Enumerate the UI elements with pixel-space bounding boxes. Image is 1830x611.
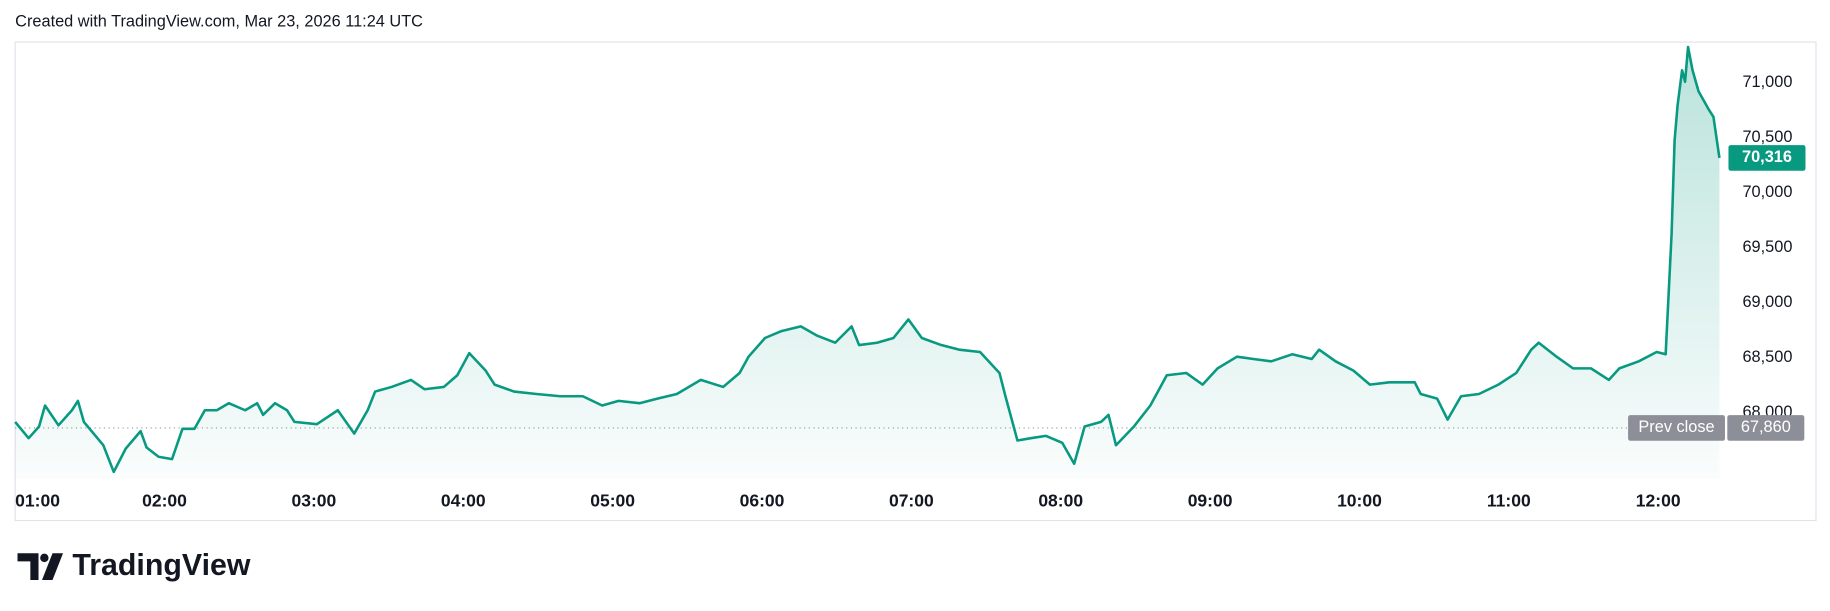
x-tick-label: 07:00 <box>889 490 934 510</box>
y-tick-label: 71,000 <box>1742 73 1792 91</box>
y-tick-label: 70,000 <box>1742 183 1792 201</box>
chart-frame <box>14 41 1817 522</box>
x-tick-label: 02:00 <box>142 490 187 510</box>
price-line <box>14 45 1721 474</box>
caption: Created with TradingView.com, Mar 23, 20… <box>15 13 423 31</box>
brand: TradingView <box>72 549 250 582</box>
logo-dot <box>40 553 49 563</box>
y-tick-label: 70,500 <box>1742 128 1792 146</box>
prev-close-text: Prev close <box>1638 418 1714 436</box>
y-tick-label: 68,500 <box>1742 348 1792 366</box>
y-tick-label: 69,500 <box>1742 238 1792 256</box>
logo-slash <box>42 553 64 581</box>
x-tick-label: 04:00 <box>441 490 486 510</box>
x-tick-label: 10:00 <box>1337 490 1382 510</box>
prev-close-badge <box>1628 415 1725 441</box>
x-tick-label: 12:00 <box>1636 490 1681 510</box>
x-tick-label: 03:00 <box>292 490 337 510</box>
last-price-badge <box>1728 145 1806 171</box>
last-price-label: 70,316 <box>1742 148 1792 166</box>
x-tick-label: 08:00 <box>1038 490 1083 510</box>
x-tick-label: 06:00 <box>740 490 785 510</box>
logo-mark <box>17 553 39 581</box>
x-tick-label: 11:00 <box>1487 490 1531 510</box>
prev-close-value: 67,860 <box>1741 418 1791 436</box>
x-tick-label: 05:00 <box>590 490 635 510</box>
x-tick-label: 09:00 <box>1188 490 1233 510</box>
area-fill <box>15 46 1720 479</box>
prev-close-value-badge <box>1727 415 1805 441</box>
y-tick-label: 69,000 <box>1742 293 1792 311</box>
logo: TradingView <box>17 549 251 582</box>
x-tick-label: 01:00 <box>15 490 60 510</box>
